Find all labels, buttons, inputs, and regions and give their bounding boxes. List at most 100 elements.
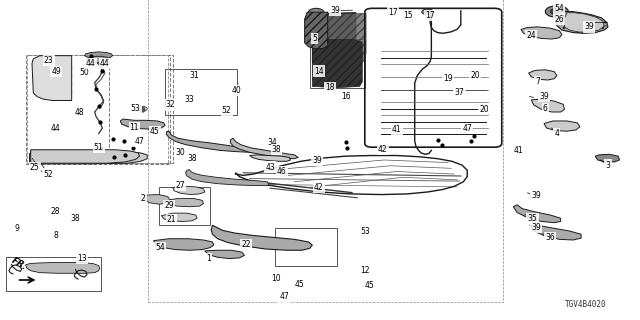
Text: 19: 19 [443, 74, 453, 83]
Text: 52: 52 [44, 170, 54, 179]
Text: 38: 38 [70, 214, 81, 223]
Polygon shape [29, 153, 81, 163]
Bar [148, 0, 503, 302]
Text: 54: 54 [554, 4, 564, 13]
Text: 39: 39 [330, 6, 340, 15]
Text: 47: 47 [134, 137, 145, 146]
Text: 37: 37 [454, 88, 465, 97]
Text: 42: 42 [378, 145, 388, 154]
Polygon shape [250, 155, 291, 161]
Text: 51: 51 [93, 143, 104, 152]
Text: 7: 7 [535, 77, 540, 86]
Bar [36, 154, 45, 161]
Text: 22: 22 [241, 240, 250, 249]
Bar [27, 55, 168, 163]
Text: 25: 25 [29, 163, 40, 172]
Polygon shape [328, 13, 366, 66]
Text: 34: 34 [268, 138, 278, 147]
Polygon shape [230, 138, 298, 159]
Text: 20: 20 [479, 105, 489, 114]
Text: 39: 39 [531, 191, 541, 200]
Circle shape [34, 155, 40, 158]
Circle shape [424, 10, 431, 13]
Text: 16: 16 [340, 92, 351, 100]
Circle shape [76, 155, 83, 158]
Text: 5: 5 [312, 34, 317, 43]
Polygon shape [31, 150, 140, 163]
Polygon shape [595, 154, 620, 162]
Bar [159, 187, 210, 225]
Polygon shape [32, 56, 72, 100]
Text: FR.: FR. [10, 256, 28, 272]
Circle shape [422, 9, 433, 15]
Circle shape [308, 8, 324, 16]
Text: 47: 47 [279, 292, 289, 301]
Polygon shape [186, 170, 269, 186]
Text: 18: 18 [326, 83, 335, 92]
Text: 52: 52 [221, 106, 232, 115]
Polygon shape [312, 13, 326, 65]
Text: 43: 43 [265, 163, 275, 172]
Text: 2: 2 [141, 194, 146, 203]
Bar [26, 55, 170, 164]
Text: 45: 45 [150, 127, 160, 136]
Text: 46: 46 [276, 167, 287, 176]
Polygon shape [312, 40, 362, 88]
Text: 39: 39 [584, 22, 594, 31]
Polygon shape [120, 119, 165, 129]
Text: 17: 17 [425, 11, 435, 20]
Polygon shape [165, 198, 204, 207]
Text: 48: 48 [74, 108, 84, 117]
Text: 49: 49 [51, 67, 61, 76]
Text: 44: 44 [86, 59, 96, 68]
Polygon shape [557, 12, 608, 33]
Text: 45: 45 [365, 281, 375, 290]
Text: 23: 23 [44, 56, 54, 65]
Polygon shape [513, 205, 561, 223]
Text: 39: 39 [539, 92, 549, 100]
Circle shape [90, 155, 97, 158]
Polygon shape [84, 52, 113, 59]
Polygon shape [143, 195, 170, 204]
Text: 40: 40 [232, 86, 242, 95]
Polygon shape [26, 262, 100, 273]
Text: 41: 41 [392, 125, 402, 134]
Bar [310, 39, 365, 88]
Text: 12: 12 [360, 266, 369, 275]
Text: 13: 13 [77, 254, 87, 263]
Circle shape [550, 8, 563, 15]
Text: 38: 38 [271, 145, 282, 154]
Text: 3: 3 [605, 161, 611, 170]
Text: 21: 21 [167, 215, 176, 224]
Text: 15: 15 [403, 11, 413, 20]
Polygon shape [316, 13, 356, 66]
Text: 44: 44 [100, 59, 110, 68]
Bar [78, 154, 87, 161]
Bar [6, 257, 101, 291]
Text: 1: 1 [206, 254, 211, 263]
Polygon shape [544, 121, 580, 131]
Text: 28: 28 [51, 207, 60, 216]
Text: 32: 32 [165, 100, 175, 109]
Polygon shape [211, 225, 312, 250]
Polygon shape [205, 250, 244, 259]
Text: 36: 36 [545, 233, 556, 242]
Circle shape [104, 155, 111, 158]
Text: 47: 47 [462, 124, 472, 133]
Text: 29: 29 [164, 201, 174, 210]
Polygon shape [173, 186, 205, 195]
Text: 30: 30 [175, 148, 186, 157]
Bar [275, 228, 337, 266]
Text: 53: 53 [360, 227, 370, 236]
Polygon shape [531, 99, 564, 112]
Text: 50: 50 [79, 68, 90, 77]
Bar [92, 154, 101, 161]
Text: 8: 8 [54, 231, 59, 240]
Text: 54: 54 [155, 243, 165, 252]
Text: 17: 17 [388, 8, 398, 17]
Bar [64, 154, 73, 161]
Polygon shape [521, 27, 562, 39]
Polygon shape [305, 12, 328, 49]
Text: 24: 24 [526, 31, 536, 40]
Polygon shape [529, 70, 557, 80]
